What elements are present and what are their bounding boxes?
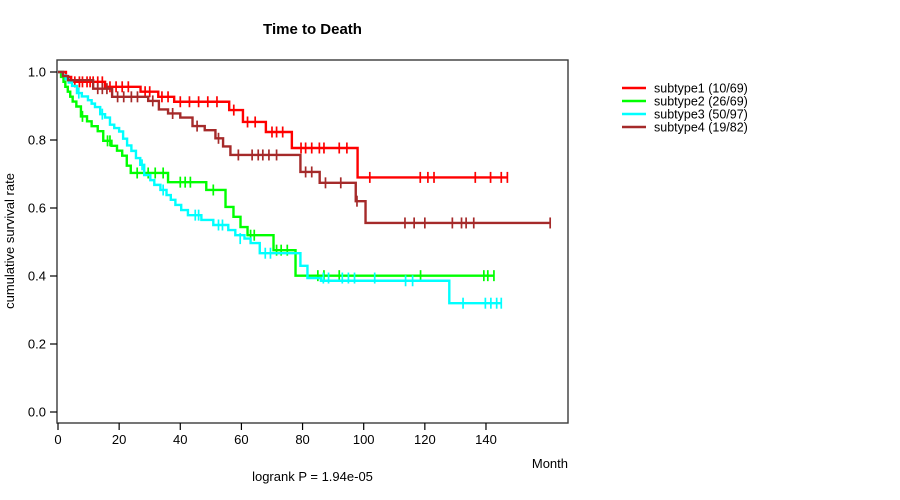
survival-curve-subtype2: [58, 70, 494, 277]
x-axis-title: Month: [532, 456, 568, 471]
logrank-annotation: logrank P = 1.94e-05: [252, 469, 373, 484]
y-axis: 0.0 0.2 0.4 0.6 0.8 1.0: [28, 65, 57, 420]
censor-marks-subtype3: [77, 87, 503, 309]
censor-marks-subtype4: [96, 83, 552, 229]
legend-item-subtype4: subtype4 (19/82): [622, 121, 748, 135]
legend-label: subtype1 (10/69): [654, 82, 748, 96]
x-tick-label: 80: [295, 432, 309, 447]
y-tick-label: 1.0: [28, 65, 46, 80]
legend-label: subtype4 (19/82): [654, 121, 748, 135]
x-tick-label: 100: [353, 432, 375, 447]
plot-box: [56, 59, 569, 424]
legend: subtype1 (10/69)subtype2 (26/69)subtype3…: [622, 82, 748, 135]
legend-item-subtype2: subtype2 (26/69): [622, 95, 748, 109]
legend-label: subtype2 (26/69): [654, 95, 748, 109]
survival-curve-subtype1: [58, 70, 508, 179]
y-tick-label: 0.0: [28, 405, 46, 420]
x-tick-label: 120: [414, 432, 436, 447]
legend-item-subtype1: subtype1 (10/69): [622, 82, 748, 96]
survival-curve-subtype3: [58, 70, 502, 305]
y-tick-label: 0.8: [28, 133, 46, 148]
y-tick-label: 0.6: [28, 201, 46, 216]
x-tick-label: 40: [173, 432, 187, 447]
x-tick-label: 20: [112, 432, 126, 447]
legend-item-subtype3: subtype3 (50/97): [622, 108, 748, 122]
legend-label: subtype3 (50/97): [654, 108, 748, 122]
y-tick-label: 0.2: [28, 337, 46, 352]
x-tick-label: 0: [54, 432, 61, 447]
y-tick-label: 0.4: [28, 269, 46, 284]
censor-marks-subtype2: [81, 110, 495, 282]
chart-title: Time to Death: [263, 21, 362, 38]
y-axis-title: cumulative survival rate: [2, 173, 17, 309]
x-tick-label: 60: [234, 432, 248, 447]
x-axis: 0 20 40 60 80 100 120 140: [54, 423, 497, 447]
censor-marks-subtype1: [73, 76, 509, 183]
survival-curves: [58, 70, 552, 309]
survival-curve-subtype4: [58, 70, 551, 225]
x-tick-label: 140: [475, 432, 497, 447]
